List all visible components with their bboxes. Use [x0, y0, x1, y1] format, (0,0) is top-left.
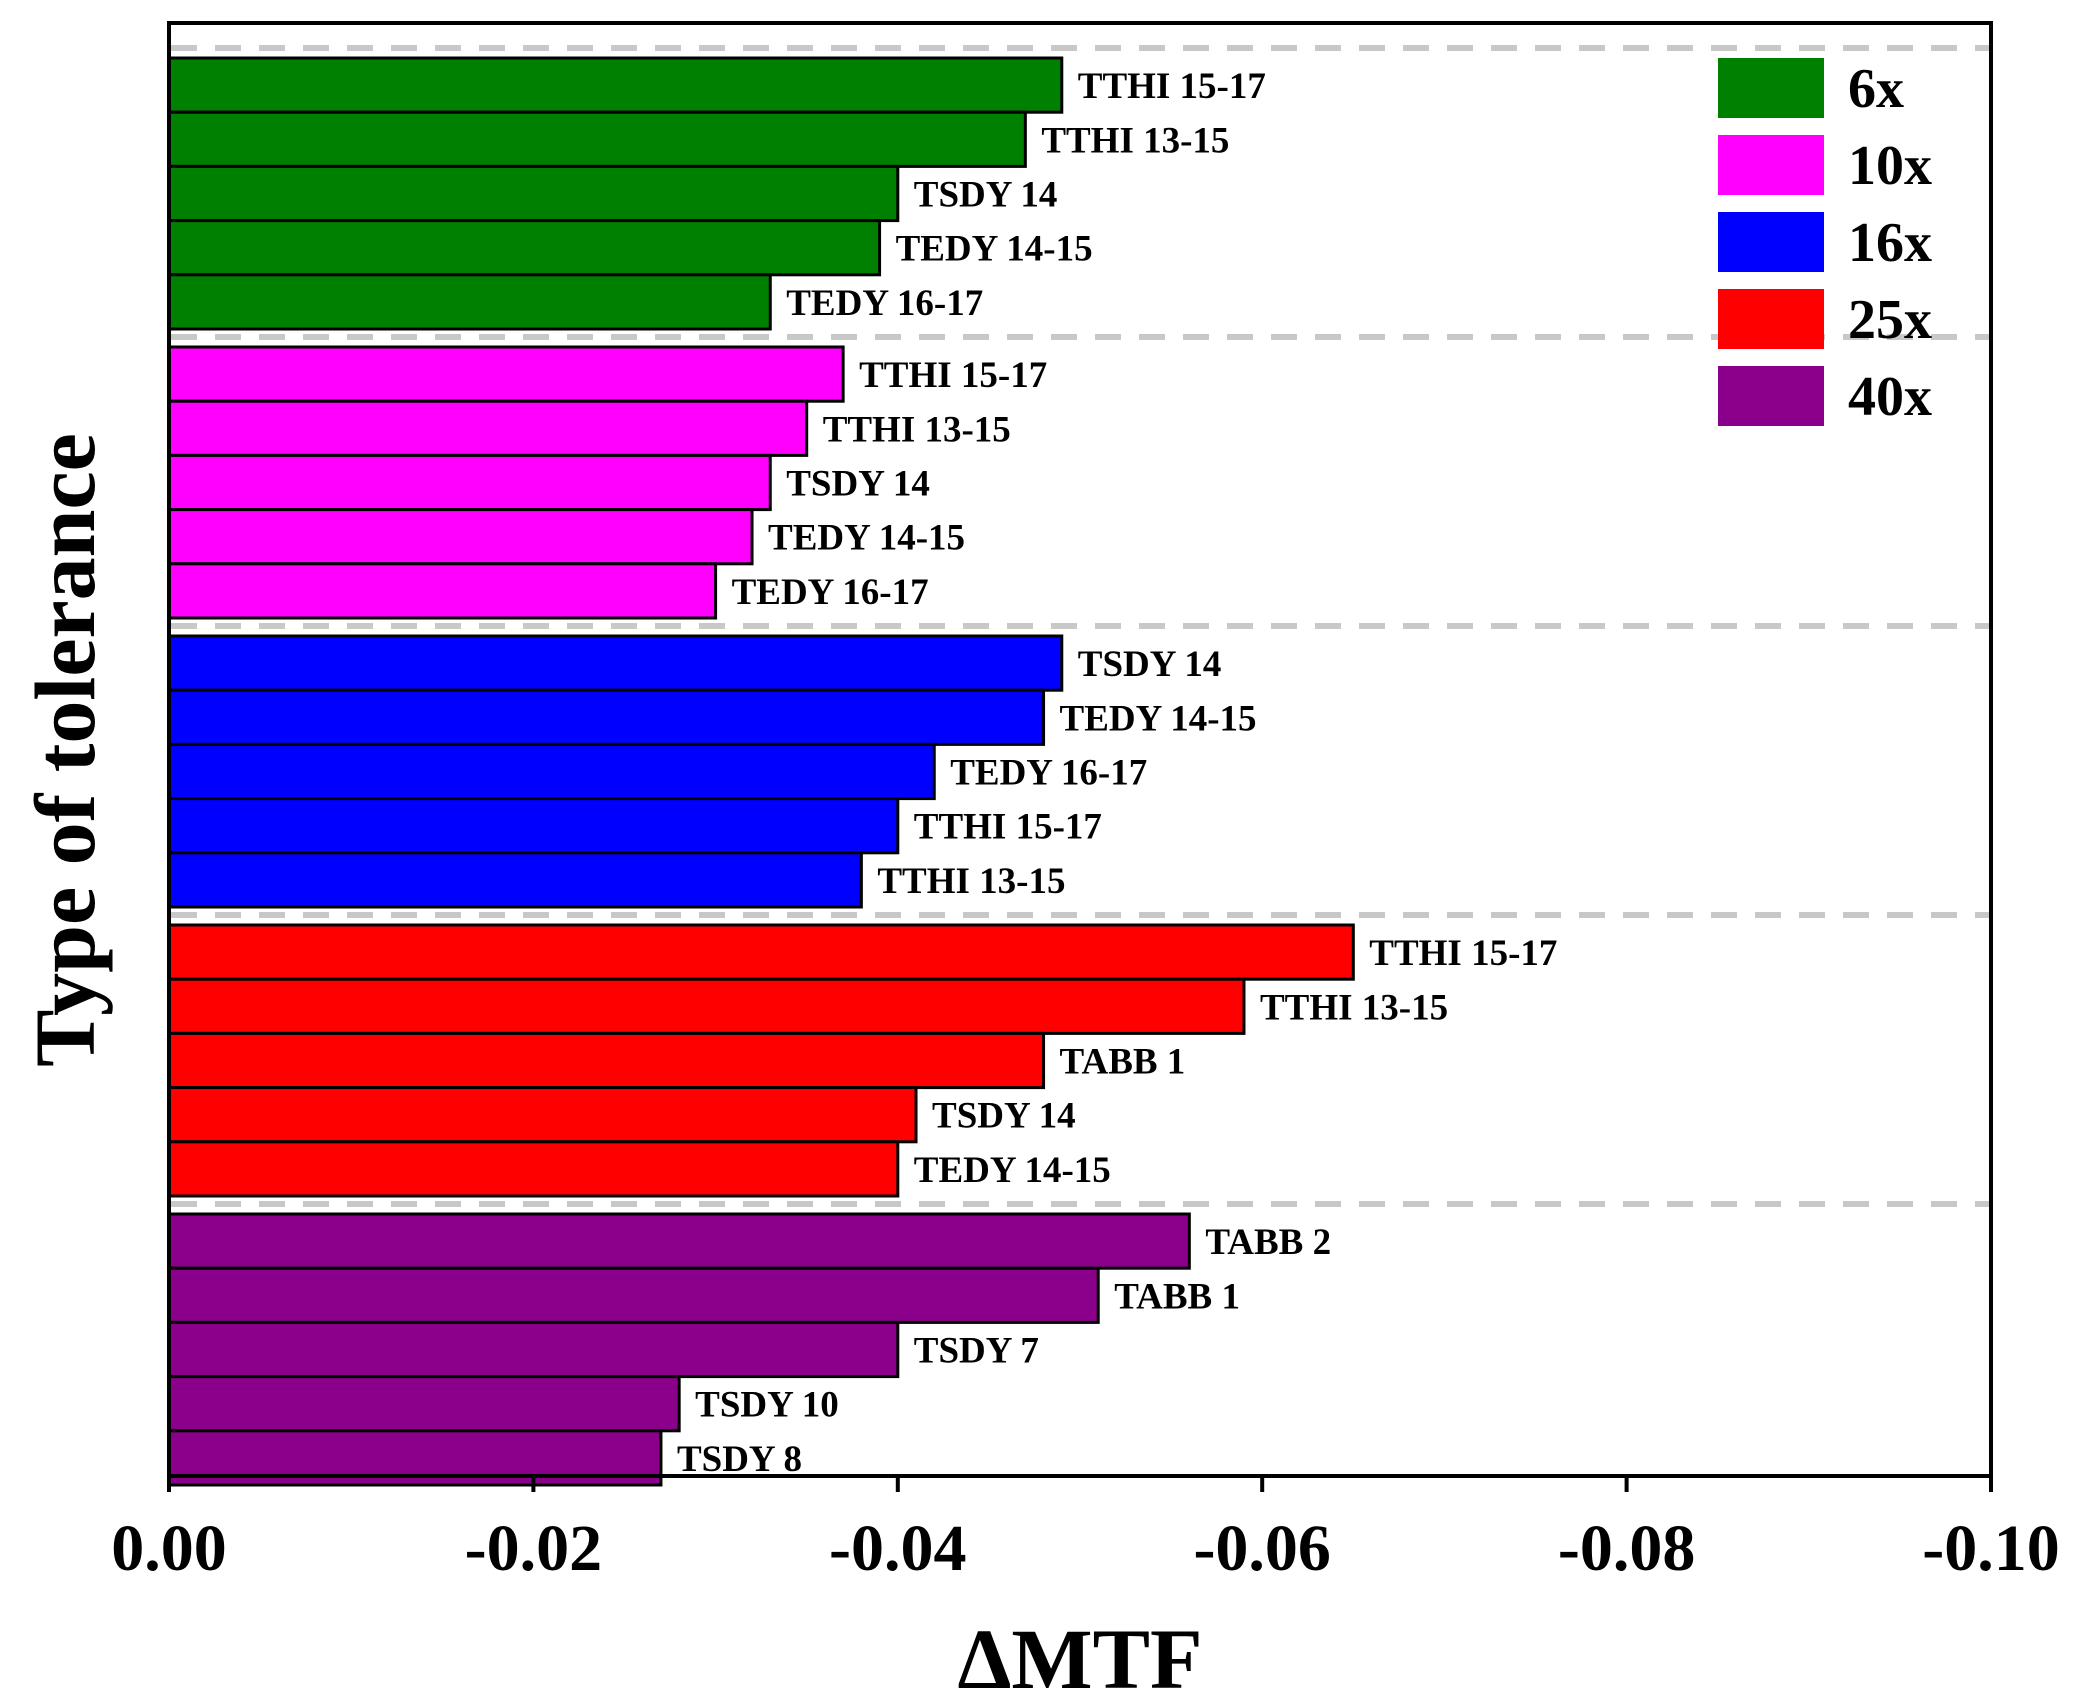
- legend-label: 10x: [1848, 135, 1932, 197]
- legend-swatch: [1718, 135, 1824, 195]
- bar-label: TTHI 13-15: [1041, 120, 1229, 161]
- bar-label: TTHI 15-17: [1078, 66, 1266, 107]
- bar: [167, 110, 1027, 168]
- bar-label: TABB 1: [1060, 1042, 1186, 1083]
- legend-swatch: [1718, 366, 1824, 426]
- bar: [167, 851, 863, 909]
- x-tick-label: -0.10: [1922, 1512, 2059, 1585]
- x-tick-label: -0.04: [829, 1512, 966, 1585]
- bar: [167, 562, 718, 620]
- bar: [167, 1031, 1046, 1090]
- bar: [167, 453, 772, 512]
- bars-layer: [167, 56, 1355, 1487]
- x-axis-title: ΔMTF: [958, 1611, 1203, 1704]
- bar-label: TTHI 13-15: [877, 861, 1065, 902]
- x-tick-label: -0.02: [465, 1512, 602, 1585]
- legend-swatch: [1718, 212, 1824, 272]
- group-separators: [171, 45, 1989, 1207]
- bar: [167, 1266, 1100, 1324]
- bar-label: TEDY 14-15: [896, 229, 1093, 270]
- legend-swatch: [1718, 58, 1824, 118]
- y-axis-title: Type of tolerance: [17, 433, 113, 1067]
- bar-label: TTHI 13-15: [823, 409, 1011, 450]
- bar: [167, 742, 936, 801]
- bar: [167, 688, 1046, 746]
- x-axis-tick-labels: 0.00 -0.02 -0.04 -0.06 -0.08 -0.10: [111, 1512, 2059, 1585]
- bar-label: TSDY 14: [914, 175, 1058, 216]
- plot-frame: [167, 21, 1993, 1478]
- bar-label: TTHI 15-17: [859, 355, 1047, 396]
- bar-label: TEDY 14-15: [1060, 698, 1257, 739]
- bar-label: TSDY 14: [1078, 644, 1222, 685]
- bar: [167, 923, 1355, 981]
- bar: [167, 164, 900, 223]
- bar-label: TABB 1: [1114, 1276, 1240, 1317]
- bar-label: TABB 2: [1205, 1222, 1331, 1263]
- x-tick-label: 0.00: [111, 1512, 227, 1585]
- x-tick-label: -0.08: [1558, 1512, 1695, 1585]
- bar-label: TSDY 7: [914, 1331, 1039, 1372]
- bar: [167, 1375, 681, 1433]
- legend-label: 40x: [1848, 366, 1932, 428]
- bar-label: TTHI 15-17: [1369, 933, 1557, 974]
- bar-label: TEDY 14-15: [768, 518, 965, 559]
- legend-swatch: [1718, 289, 1824, 349]
- bar: [167, 345, 845, 403]
- bar: [167, 634, 1064, 692]
- bar: [167, 508, 754, 566]
- bar: [167, 1212, 1191, 1270]
- bar-label: TEDY 16-17: [732, 572, 929, 613]
- legend: 6x 10x 16x 25x 40x: [1718, 58, 1932, 428]
- bar: [167, 1320, 900, 1379]
- bar-label: TSDY 14: [932, 1096, 1076, 1137]
- x-tick-label: -0.06: [1193, 1512, 1330, 1585]
- bar-label: TEDY 16-17: [950, 753, 1147, 794]
- bar: [167, 273, 772, 331]
- bar-labels-layer: TTHI 15-17 TTHI 13-15 TSDY 14 TEDY 14-15 TED…: [677, 66, 1557, 1480]
- bar-label: TSDY 10: [695, 1385, 839, 1426]
- bar-label: TSDY 14: [786, 464, 930, 505]
- bar: [167, 1086, 918, 1144]
- legend-label: 16x: [1848, 212, 1932, 274]
- legend-label: 25x: [1848, 289, 1932, 351]
- bar-label: TSDY 8: [677, 1439, 802, 1480]
- x-axis-ticks: [167, 1476, 1993, 1492]
- bar: [167, 977, 1246, 1035]
- bar-label: TEDY 16-17: [786, 283, 983, 324]
- bar-label: TTHI 13-15: [1260, 987, 1448, 1028]
- bar: [167, 399, 809, 457]
- bar-label: TEDY 14-15: [914, 1150, 1111, 1191]
- bar: [167, 56, 1064, 114]
- bar: [167, 797, 900, 855]
- bar: [167, 219, 882, 277]
- bar-label: TTHI 15-17: [914, 807, 1102, 848]
- legend-label: 6x: [1848, 58, 1904, 120]
- bar: [167, 1140, 900, 1198]
